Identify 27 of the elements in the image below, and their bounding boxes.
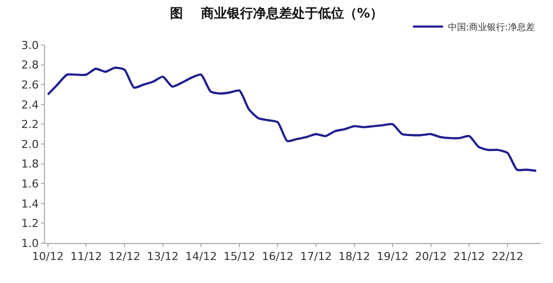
x-tick-label: 17/12	[300, 250, 332, 264]
x-tick-label: 15/12	[224, 250, 256, 264]
y-tick-label: 1.6	[21, 177, 39, 190]
x-tick-label: 13/12	[146, 250, 179, 264]
y-tick-label: 1.0	[21, 236, 39, 250]
y-tick-label: 2.0	[21, 138, 39, 151]
y-tick-label: 1.4	[21, 197, 39, 210]
x-tick-label: 10/12	[32, 250, 64, 264]
x-tick-label: 14/12	[185, 250, 217, 264]
x-tick-label: 12/12	[108, 250, 140, 264]
y-tick-label: 2.4	[21, 98, 39, 112]
x-tick-label: 22/12	[492, 250, 524, 264]
y-tick-label: 1.8	[21, 158, 39, 171]
x-tick-label: 20/12	[415, 250, 447, 264]
y-tick-label: 2.2	[21, 118, 39, 132]
y-tick-label: 2.6	[21, 78, 39, 92]
x-tick-label: 16/12	[262, 250, 294, 264]
chart-title: 图 商业银行净息差处于低位（%）	[170, 6, 384, 22]
line-series	[46, 66, 538, 172]
legend-label: 中国:商业银行:净息差	[448, 22, 536, 34]
x-tick-label: 21/12	[453, 250, 486, 264]
y-tick-label: 2.8	[21, 58, 39, 72]
x-tick-label: 11/12	[70, 250, 102, 264]
x-tick-label: 19/12	[376, 250, 408, 264]
x-tick-label: 18/12	[338, 250, 370, 264]
y-tick-label: 3.0	[21, 38, 39, 52]
y-tick-label: 1.2	[21, 217, 39, 230]
